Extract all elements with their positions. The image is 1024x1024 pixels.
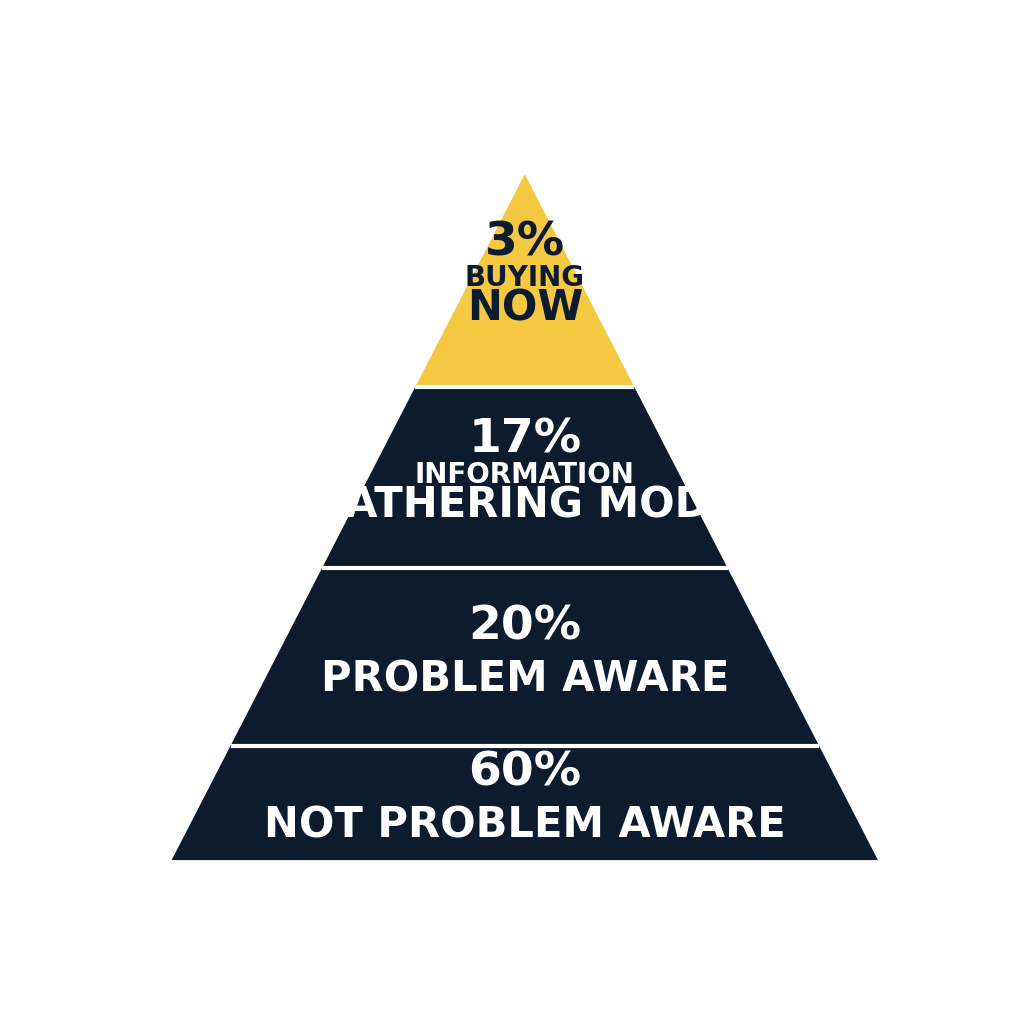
Text: 20%: 20%	[468, 604, 582, 649]
Polygon shape	[322, 387, 728, 568]
Text: BUYING: BUYING	[465, 264, 585, 292]
Text: INFORMATION: INFORMATION	[415, 462, 635, 489]
Text: 3%: 3%	[484, 220, 565, 265]
Text: PROBLEM AWARE: PROBLEM AWARE	[321, 658, 729, 700]
Text: GATHERING MODE: GATHERING MODE	[311, 484, 738, 526]
Text: 17%: 17%	[468, 418, 582, 463]
Text: NOW: NOW	[467, 287, 583, 329]
Polygon shape	[230, 568, 819, 745]
Text: 60%: 60%	[468, 751, 582, 796]
Polygon shape	[172, 745, 878, 860]
Polygon shape	[415, 174, 635, 387]
Text: NOT PROBLEM AWARE: NOT PROBLEM AWARE	[264, 804, 785, 846]
